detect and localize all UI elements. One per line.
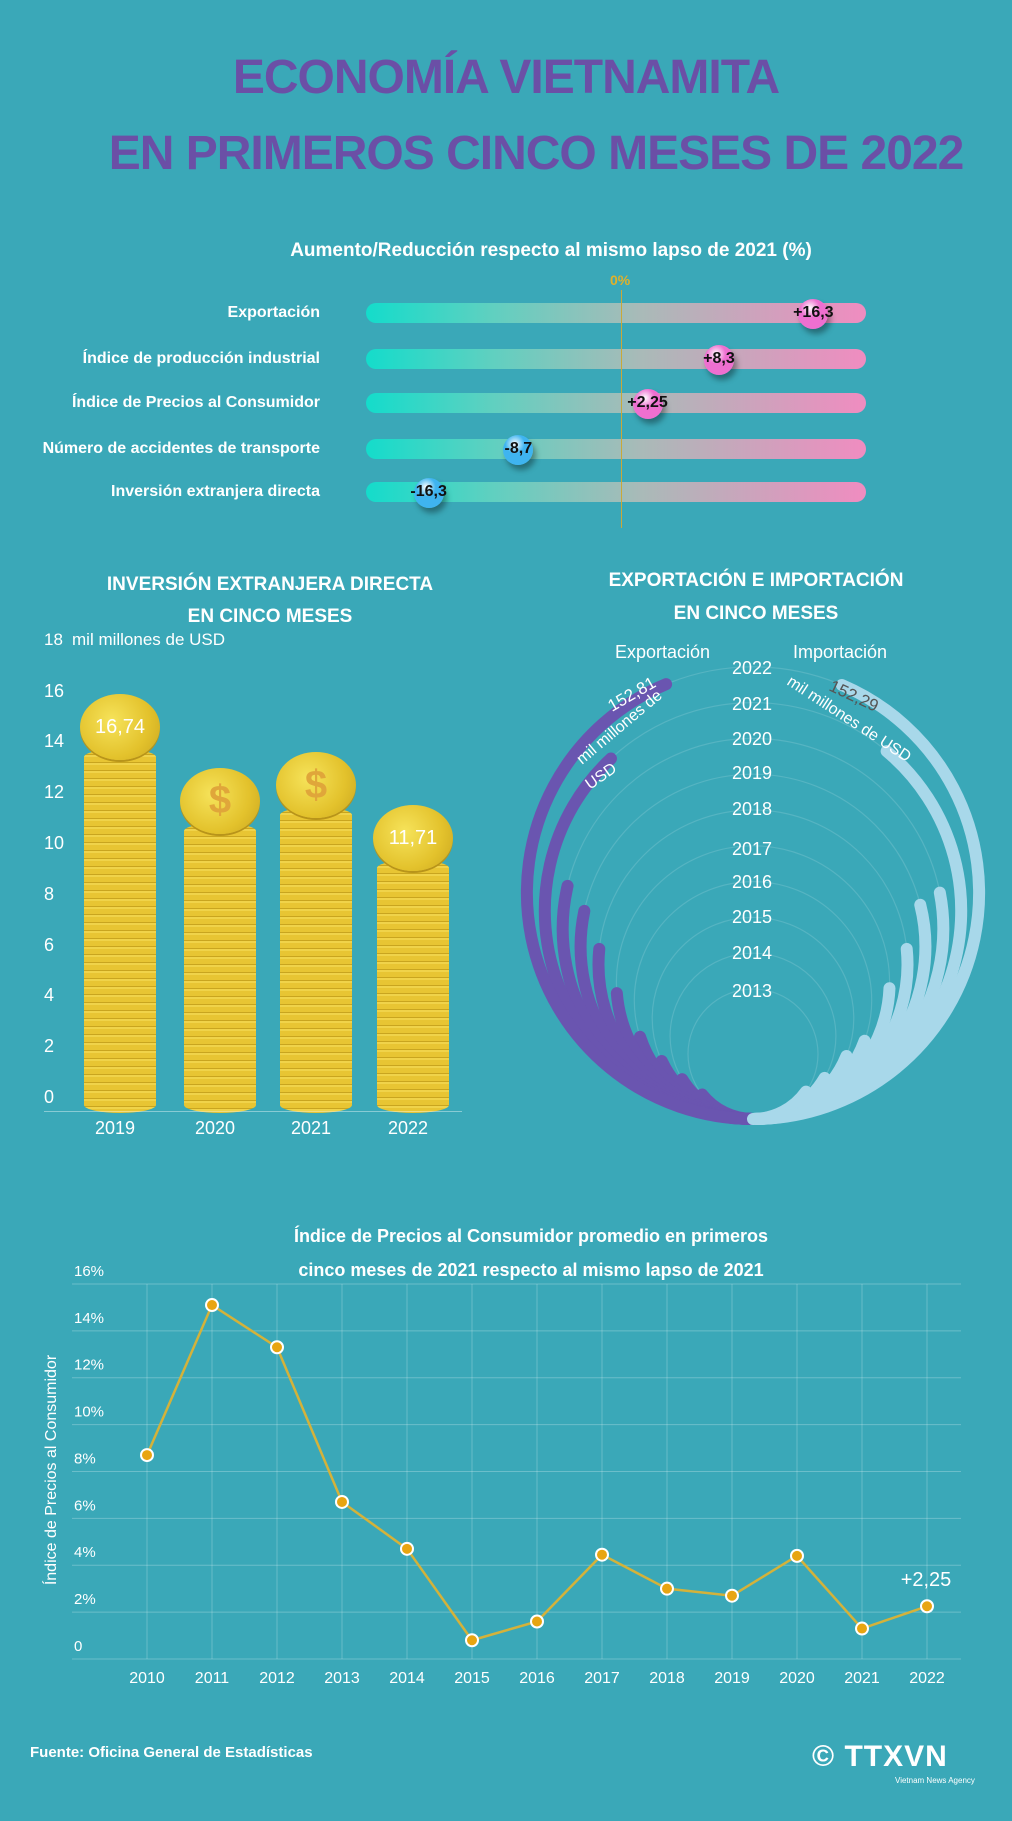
fdi-baseline [44, 1111, 462, 1112]
ttxvn-logo-sub: Vietnam News Agency [895, 1776, 975, 1785]
fdi-value-label: 11,71 [388, 826, 438, 849]
zero-line [621, 290, 622, 528]
fdi-ytick: 0 [44, 1087, 55, 1107]
value-bubble [632, 389, 663, 419]
import-arc [747, 678, 986, 1125]
main-title-line1: ECONOMÍA VIETNAMITA [232, 51, 780, 104]
export-legend: Exportación [615, 642, 710, 662]
change-chart-title: Aumento/Reducción respecto al mismo laps… [290, 240, 812, 261]
fdi-xtick: 2022 [388, 1118, 429, 1138]
trade-title-line1: EXPORTACIÓN E IMPORTACIÓN [608, 570, 904, 591]
coin-top: $ [180, 767, 260, 834]
trade-title-line2: EN CINCO MESES [673, 603, 839, 624]
fdi-ytick: 10 [44, 833, 65, 853]
coin-stack-bar [280, 807, 352, 1113]
cpi-title-line1: Índice de Precios al Consumidor promedio… [293, 1226, 769, 1246]
coin-stack-bar [184, 822, 256, 1113]
change-bar-track [366, 439, 866, 459]
fdi-value-label: 16,74 [94, 715, 146, 738]
fdi-ylabel: mil millones de USD [72, 630, 226, 649]
value-bubble [413, 478, 444, 508]
dollar-icon: $ [208, 778, 232, 823]
row-label: Índice de Precios al Consumidor [71, 394, 320, 411]
value-bubble [703, 345, 734, 375]
row-label: Número de accidentes de transporte [42, 440, 320, 457]
coin-stack-bar [84, 749, 156, 1113]
row-label: Exportación [227, 304, 320, 321]
year-label: 2015 [732, 907, 772, 927]
fdi-ytick: 4 [44, 985, 55, 1006]
year-label: 2013 [732, 981, 772, 1001]
change-value: -16,3 [410, 483, 447, 500]
value-bubble [503, 435, 534, 465]
fdi-ytick: 14 [44, 731, 65, 752]
main-title-line2: EN PRIMEROS CINCO MESES DE 2022 [108, 127, 965, 180]
change-value: +8,3 [703, 350, 735, 367]
fdi-ytick: 18 [44, 630, 63, 649]
change-bar-track [366, 482, 866, 502]
value-bubble [798, 299, 829, 329]
import-arc [747, 942, 914, 1125]
change-value: +16,3 [793, 304, 834, 321]
export-arc [520, 678, 759, 1125]
fdi-title-line1: INVERSIÓN EXTRANJERA DIRECTA [106, 574, 434, 595]
year-label: 2017 [732, 839, 772, 859]
year-label: 2018 [732, 799, 772, 819]
coin-top: 11,71 [373, 805, 453, 872]
year-label: 2020 [732, 729, 772, 749]
zero-label: 0% [610, 272, 631, 288]
fdi-ytick: 8 [44, 883, 55, 904]
change-bar-track [366, 303, 866, 323]
fdi-xtick: 2020 [195, 1118, 236, 1138]
import-legend: Importación [793, 642, 887, 662]
source-note: Fuente: Oficina General de Estadísticas [30, 1744, 313, 1761]
year-label: 2016 [732, 872, 772, 892]
year-label: 2021 [732, 694, 772, 714]
cpi-title-line2: cinco meses de 2021 respecto al mismo la… [298, 1260, 764, 1280]
row-label: Inversión extranjera directa [111, 483, 320, 500]
fdi-xtick: 2019 [95, 1118, 136, 1138]
year-label: 2014 [732, 943, 772, 963]
change-bar-track [366, 393, 866, 413]
coin-stack-bar [377, 860, 449, 1113]
year-label: 2022 [732, 658, 772, 678]
fdi-xtick: 2021 [291, 1118, 332, 1138]
coin-top: 16,74 [80, 694, 160, 761]
export-arc [592, 942, 759, 1125]
dollar-icon: $ [304, 762, 328, 807]
fdi-title-line2: EN CINCO MESES [187, 606, 353, 627]
change-bar-track [366, 349, 866, 369]
fdi-ytick: 12 [44, 782, 65, 803]
ttxvn-logo: © TTXVN [812, 1740, 948, 1773]
fdi-ytick: 6 [44, 934, 55, 955]
coin-top: $ [276, 752, 356, 819]
change-value: +2,25 [627, 394, 668, 411]
change-value: -8,7 [504, 440, 533, 457]
fdi-ytick: 2 [44, 1036, 55, 1057]
row-label: Índice de producción industrial [82, 350, 320, 367]
fdi-ytick: 16 [44, 680, 65, 701]
year-label: 2019 [732, 763, 772, 783]
